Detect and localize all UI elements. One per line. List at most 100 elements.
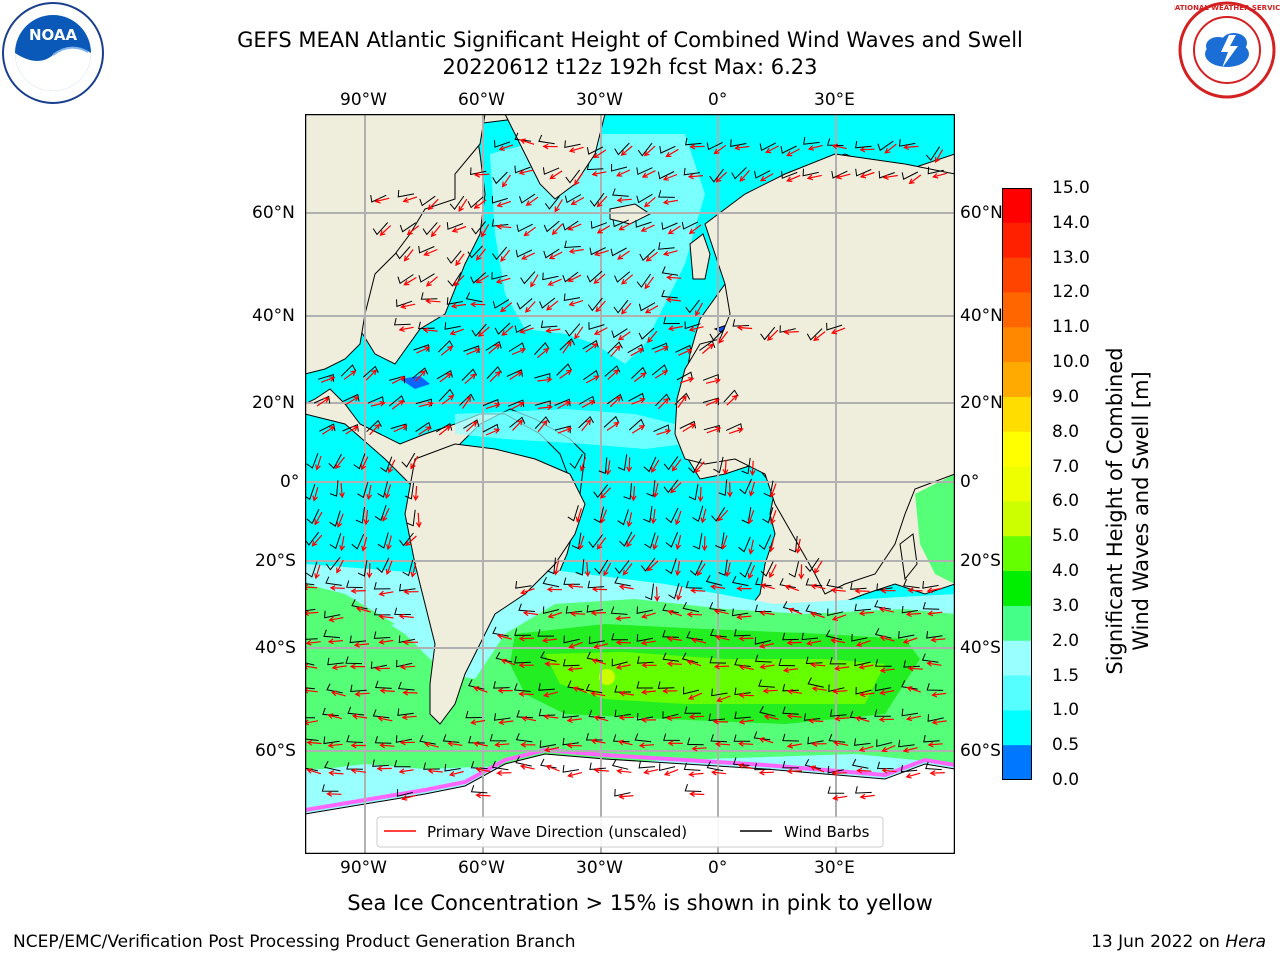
south-america-land bbox=[404, 443, 586, 725]
wave-direction-arrow bbox=[374, 197, 390, 204]
wind-barb bbox=[397, 274, 414, 285]
wind-barb bbox=[635, 220, 652, 228]
wind-barb bbox=[662, 629, 679, 638]
wave-direction-arrow bbox=[903, 144, 919, 151]
wind-barb bbox=[435, 422, 453, 433]
wave-direction-arrow bbox=[631, 397, 646, 405]
wave-direction-arrow bbox=[567, 666, 583, 673]
wind-barb bbox=[828, 684, 845, 693]
wave-direction-arrow bbox=[378, 639, 394, 645]
wind-barb bbox=[396, 299, 413, 308]
wave-direction-arrow bbox=[524, 301, 536, 313]
colorbar-tick-label: 12.0 bbox=[1052, 282, 1090, 303]
wind-barb bbox=[470, 785, 488, 794]
wind-barb bbox=[377, 532, 389, 549]
wave-direction-arrow bbox=[654, 345, 669, 353]
wave-direction-arrow bbox=[425, 298, 441, 305]
wind-barb bbox=[611, 328, 628, 339]
wind-barb bbox=[730, 139, 747, 148]
lat-label-left-60s: 60°S bbox=[255, 741, 296, 761]
wave-direction-arrow bbox=[497, 633, 512, 640]
wind-barb bbox=[567, 680, 584, 691]
wind-barb bbox=[467, 245, 483, 259]
wave-direction-arrow bbox=[856, 640, 871, 647]
wind-barb bbox=[598, 457, 608, 474]
wind-barb bbox=[614, 560, 630, 575]
lon-label-bottom-30w: 30°W bbox=[576, 858, 623, 878]
colorbar-tick-label: 6.0 bbox=[1052, 491, 1080, 512]
wind-barb bbox=[470, 272, 487, 284]
wave-direction-arrow bbox=[932, 172, 947, 179]
wind-barb bbox=[353, 453, 366, 470]
wave-direction-arrow bbox=[721, 535, 728, 550]
wave-direction-arrow bbox=[758, 737, 774, 744]
wind-barb bbox=[657, 171, 675, 180]
wind-barb bbox=[610, 247, 627, 257]
wind-barb bbox=[375, 680, 392, 689]
wind-barb bbox=[329, 533, 342, 550]
wave-direction-arrow bbox=[787, 607, 803, 615]
wind-barb bbox=[514, 324, 531, 334]
wind-barb bbox=[586, 146, 604, 155]
wave-direction-arrow bbox=[596, 195, 608, 208]
wind-barb bbox=[461, 368, 478, 381]
wave-direction-arrow bbox=[405, 535, 417, 547]
wave-direction-arrow bbox=[593, 767, 609, 774]
wind-barb bbox=[373, 607, 391, 616]
wind-barb bbox=[684, 321, 701, 330]
wave-direction-arrow bbox=[675, 535, 682, 551]
wave-direction-arrow bbox=[633, 372, 647, 383]
wind-barb bbox=[402, 559, 414, 577]
wave-direction-arrow bbox=[425, 276, 438, 287]
wind-barb bbox=[491, 272, 508, 280]
wave-direction-arrow bbox=[856, 767, 872, 774]
colorbar-tick-label: 0.0 bbox=[1052, 770, 1080, 790]
wind-barb bbox=[665, 532, 679, 548]
wind-barb bbox=[437, 340, 454, 353]
wind-barb bbox=[515, 733, 533, 743]
wave-direction-arrow bbox=[447, 741, 463, 747]
wind-barb bbox=[422, 222, 438, 236]
wave-direction-arrow bbox=[466, 348, 481, 355]
wind-barb bbox=[668, 583, 680, 600]
wave-direction-arrow bbox=[858, 610, 875, 617]
wave-direction-arrow bbox=[416, 346, 431, 354]
wave-direction-arrow bbox=[738, 664, 754, 671]
wave-direction-arrow bbox=[593, 643, 609, 650]
wave-direction-arrow bbox=[543, 713, 559, 720]
wind-barb bbox=[805, 604, 822, 615]
wave-direction-arrow bbox=[759, 583, 775, 590]
wind-barb bbox=[828, 733, 846, 743]
wind-barb bbox=[567, 505, 579, 522]
wind-barb bbox=[571, 532, 582, 550]
wind-barb bbox=[718, 559, 728, 577]
wind-barb bbox=[322, 707, 339, 717]
lat-label-right-60s: 60°S bbox=[960, 741, 1001, 761]
wave-direction-arrow bbox=[574, 172, 584, 186]
wind-barb bbox=[644, 583, 654, 601]
wind-barb bbox=[684, 706, 701, 714]
wind-barb bbox=[564, 140, 581, 149]
wind-barb bbox=[636, 656, 654, 664]
wind-barb bbox=[901, 605, 919, 614]
wind-barb bbox=[607, 393, 624, 405]
wind-barb bbox=[350, 684, 367, 693]
wave-direction-arrow bbox=[335, 456, 345, 470]
wind-barb bbox=[759, 142, 776, 152]
wave-direction-arrow bbox=[631, 425, 646, 434]
wave-direction-arrow bbox=[607, 369, 620, 380]
wind-barb bbox=[901, 680, 918, 690]
wave-direction-arrow bbox=[654, 370, 669, 379]
wind-barb bbox=[662, 652, 680, 662]
wave-direction-arrow bbox=[410, 455, 419, 470]
lon-label-bottom-90w: 90°W bbox=[340, 858, 387, 878]
wind-barb bbox=[468, 735, 485, 744]
wave-direction-arrow bbox=[422, 327, 438, 334]
wave-direction-arrow bbox=[605, 460, 612, 476]
wave-direction-arrow bbox=[738, 718, 754, 725]
noaa-logo-text: NOAA bbox=[29, 26, 78, 44]
wind-barb bbox=[692, 505, 704, 522]
wind-barb bbox=[562, 658, 580, 667]
wave-direction-arrow bbox=[439, 372, 453, 383]
wave-direction-arrow bbox=[859, 146, 875, 153]
